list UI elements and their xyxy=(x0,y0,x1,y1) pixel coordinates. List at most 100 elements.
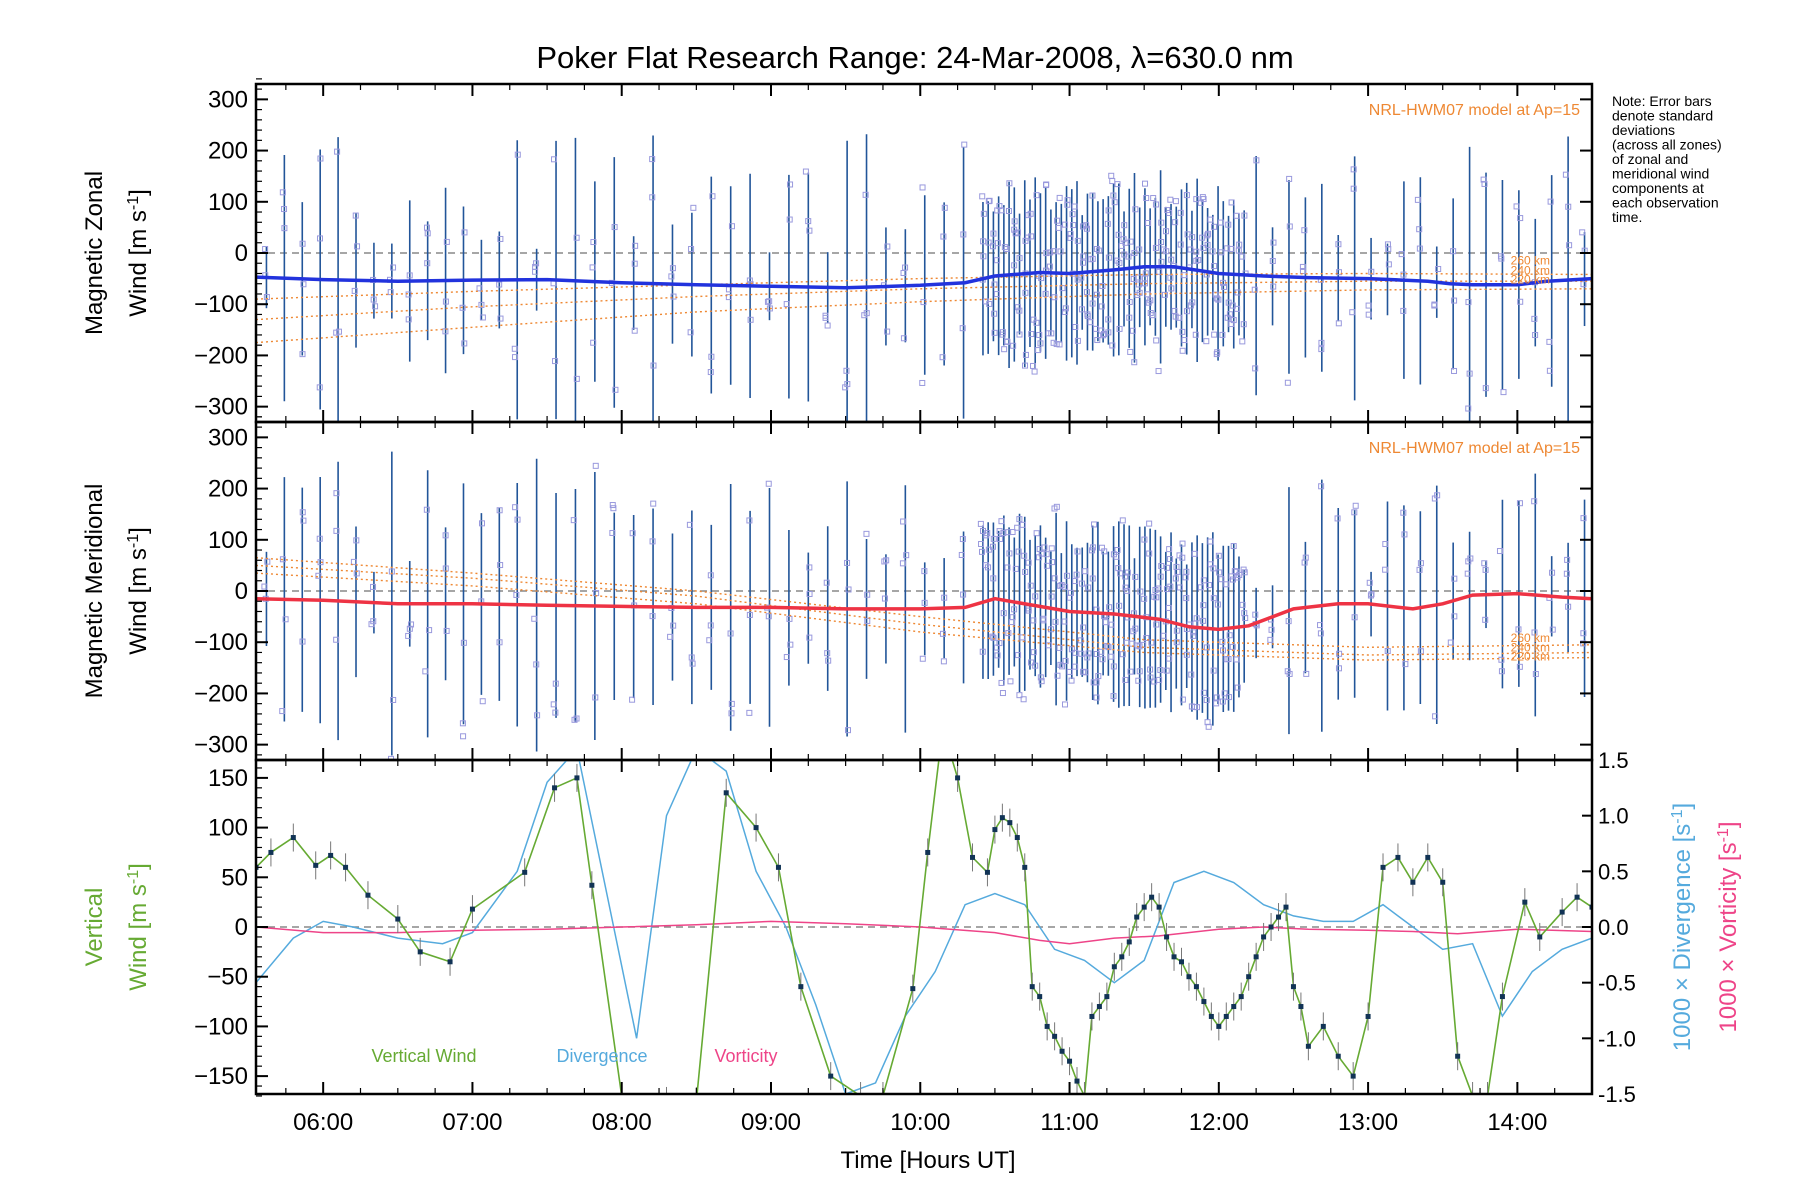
scatter-point xyxy=(787,181,794,188)
scatter-point xyxy=(1368,591,1375,598)
vertical-point xyxy=(1261,934,1267,940)
scatter-point xyxy=(1158,258,1165,265)
scatter-point xyxy=(1063,572,1070,579)
scatter-point xyxy=(900,518,907,525)
scatter-point xyxy=(590,239,597,246)
vertical-wind-line xyxy=(256,760,1592,1094)
scatter-point xyxy=(1207,538,1214,545)
scatter-point xyxy=(806,591,813,598)
scatter-point xyxy=(1084,225,1091,232)
scatter-point xyxy=(1384,241,1391,248)
scatter-point xyxy=(1006,180,1013,187)
note-line: meridional wind xyxy=(1612,166,1709,182)
scatter-point xyxy=(1005,529,1012,536)
scatter-point xyxy=(1200,577,1207,584)
scatter-point xyxy=(1051,505,1058,512)
note-line: denote standard xyxy=(1612,108,1713,124)
scatter-point xyxy=(1119,517,1126,524)
scatter-point xyxy=(1098,327,1105,334)
scatter-point xyxy=(960,231,967,238)
scatter-point xyxy=(1498,668,1505,675)
scatter-point xyxy=(279,556,286,563)
vertical-point xyxy=(1201,999,1207,1005)
scatter-point xyxy=(941,204,948,211)
y-tick-label: −300 xyxy=(194,732,248,759)
vertical-point xyxy=(1096,1004,1102,1010)
scatter-point xyxy=(1334,515,1341,522)
scatter-point xyxy=(1166,546,1173,553)
scatter-point xyxy=(408,621,415,628)
scatter-point xyxy=(573,234,580,241)
scatter-point xyxy=(1057,661,1064,668)
scatter-point xyxy=(1042,290,1049,297)
scatter-point xyxy=(1119,651,1126,658)
scatter-point xyxy=(1158,239,1165,246)
scatter-point xyxy=(1498,656,1505,663)
scatter-point xyxy=(282,616,289,623)
scatter-point xyxy=(1451,367,1458,374)
vertical-point xyxy=(1216,1023,1222,1029)
scatter-point xyxy=(333,527,340,534)
scatter-point xyxy=(1028,659,1035,666)
scatter-point xyxy=(787,641,794,648)
scatter-point xyxy=(1234,305,1241,312)
vertical-point xyxy=(1559,909,1565,915)
scatter-point xyxy=(1122,584,1129,591)
scatter-point xyxy=(1299,267,1306,274)
scatter-point xyxy=(1547,198,1554,205)
y-axis-label-line1: Vertical xyxy=(81,888,108,967)
scatter-point xyxy=(1124,587,1131,594)
plot-area xyxy=(256,760,1592,1094)
scatter-point xyxy=(1155,368,1162,375)
scatter-point xyxy=(1174,568,1181,575)
scatter-point xyxy=(1187,246,1194,253)
scatter-point xyxy=(1087,319,1094,326)
vertical-point xyxy=(1067,1058,1073,1064)
scatter-point xyxy=(783,301,790,308)
scatter-point xyxy=(884,328,891,335)
scatter-point xyxy=(1141,595,1148,602)
scatter-point xyxy=(990,634,997,641)
scatter-point xyxy=(1127,668,1134,675)
scatter-point xyxy=(1027,582,1034,589)
scatter-point xyxy=(1233,656,1240,663)
scatter-point xyxy=(1147,666,1154,673)
scatter-point xyxy=(1200,196,1207,203)
y-tick-label: 0 xyxy=(235,578,248,605)
y2-axis-label-vorticity: 1000 × Vorticity [s-1] xyxy=(1715,821,1743,1032)
vertical-point xyxy=(313,862,319,868)
scatter-point xyxy=(443,627,450,634)
x-tick-label: 11:00 xyxy=(1040,1109,1098,1136)
scatter-point xyxy=(1025,559,1032,566)
scatter-point xyxy=(372,303,379,310)
scatter-point xyxy=(390,264,397,271)
y-axis-label-line2: Wind [m s-1] xyxy=(125,863,153,991)
scatter-point xyxy=(1078,580,1085,587)
scatter-point xyxy=(1416,566,1423,573)
scatter-point xyxy=(1061,618,1068,625)
scatter-point xyxy=(1045,642,1052,649)
note-line: deviations xyxy=(1612,122,1675,138)
scatter-point xyxy=(900,335,907,342)
scatter-point xyxy=(1179,328,1186,335)
scatter-point xyxy=(1549,626,1556,633)
scatter-point xyxy=(405,316,412,323)
scatter-point xyxy=(1177,241,1184,248)
scatter-point xyxy=(1145,219,1152,226)
scatter-point xyxy=(1087,256,1094,263)
scatter-point xyxy=(460,639,467,646)
vertical-point xyxy=(1574,894,1580,900)
scatter-point xyxy=(1211,223,1218,230)
model-curve-260-km xyxy=(256,272,1592,300)
scatter-point xyxy=(688,246,695,253)
scatter-point xyxy=(1500,389,1507,396)
scatter-point xyxy=(1102,619,1109,626)
scatter-point xyxy=(1352,502,1359,509)
scatter-point xyxy=(1001,346,1008,353)
scatter-point xyxy=(1168,256,1175,263)
scatter-point xyxy=(747,316,754,323)
vertical-point xyxy=(365,892,371,898)
scatter-point xyxy=(1183,308,1190,315)
scatter-point xyxy=(1416,245,1423,252)
note-line: Note: Error bars xyxy=(1612,93,1712,109)
